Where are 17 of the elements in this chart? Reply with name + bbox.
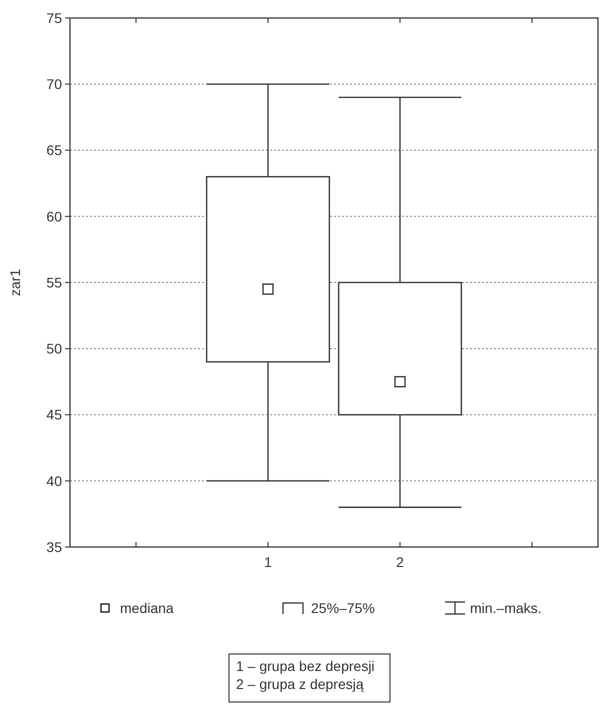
y-tick-label: 65 — [46, 142, 62, 158]
y-tick-label: 35 — [46, 538, 62, 555]
y-axis-title: zar1 — [7, 268, 23, 296]
x-tick-label: 2 — [396, 554, 404, 570]
text: 2 – grupa z depresją — [236, 676, 364, 692]
text: mediana — [120, 600, 174, 616]
y-tick-label: 75 — [46, 10, 62, 26]
y-tick-label: 70 — [46, 76, 62, 92]
text: 1 – grupa bez depresji — [236, 658, 375, 674]
text: 25%–75% — [311, 600, 375, 616]
x-tick-label: 1 — [264, 554, 272, 570]
y-tick-label: 55 — [46, 274, 62, 290]
y-tick-label: 50 — [46, 340, 62, 357]
y-tick-label: 60 — [46, 208, 62, 224]
text: min.–maks. — [470, 600, 542, 616]
y-tick-label: 45 — [46, 406, 62, 423]
y-tick-label: 40 — [46, 472, 62, 489]
